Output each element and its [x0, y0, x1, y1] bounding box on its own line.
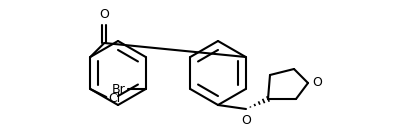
Text: Cl: Cl — [108, 91, 121, 104]
Text: Br: Br — [112, 83, 126, 95]
Text: O: O — [100, 8, 109, 21]
Text: O: O — [312, 76, 322, 90]
Text: O: O — [241, 114, 251, 127]
